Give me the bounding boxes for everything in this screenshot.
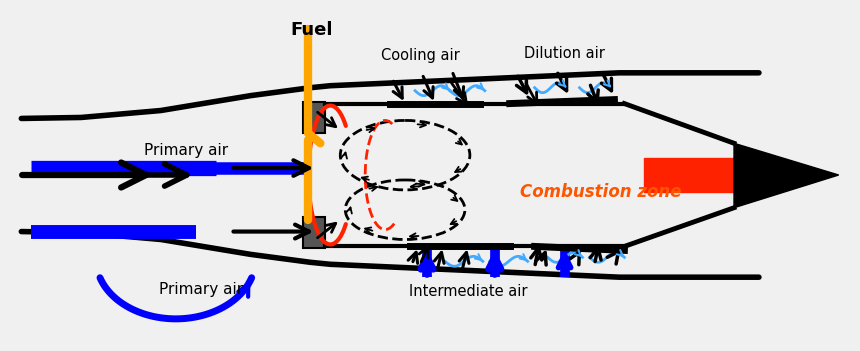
Text: Dilution air: Dilution air bbox=[524, 46, 605, 61]
FancyArrow shape bbox=[644, 158, 734, 192]
Polygon shape bbox=[734, 143, 838, 208]
Text: Cooling air: Cooling air bbox=[381, 48, 459, 63]
Text: Primary air: Primary air bbox=[159, 282, 243, 297]
Text: Primary air: Primary air bbox=[144, 143, 228, 158]
Bar bbox=[304, 101, 325, 133]
Text: Intermediate air: Intermediate air bbox=[408, 284, 527, 299]
Text: Fuel: Fuel bbox=[290, 21, 333, 39]
Text: Combustion zone: Combustion zone bbox=[519, 183, 681, 201]
Bar bbox=[304, 217, 325, 249]
